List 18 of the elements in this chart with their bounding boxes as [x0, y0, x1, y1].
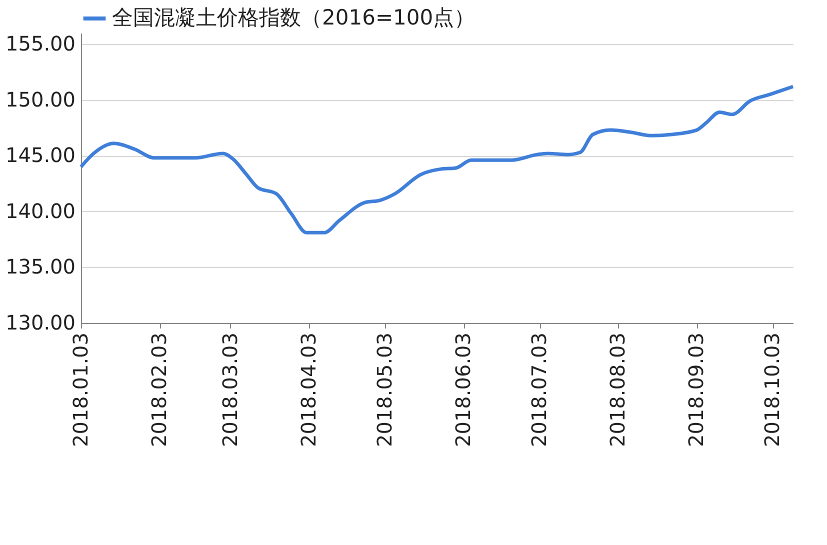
- x-tick-label: 2018.10.03: [760, 332, 784, 448]
- x-tick-label: 2018.07.03: [527, 332, 552, 448]
- y-tick-label: 130.00: [6, 310, 76, 334]
- x-tick-label: 2018.08.03: [606, 332, 630, 448]
- legend-label: 全国混凝土价格指数（2016=100点）: [112, 6, 476, 30]
- x-tick-label: 2018.02.03: [147, 332, 172, 448]
- x-tick-label: 2018.04.03: [296, 332, 321, 448]
- x-tick-label: 2018.05.03: [372, 332, 397, 448]
- y-tick-label: 135.00: [6, 254, 76, 279]
- line-series: [79, 84, 795, 234]
- y-tick-label: 140.00: [6, 198, 76, 223]
- x-tick-label: 2018.09.03: [684, 332, 708, 448]
- x-tick-label: 2018.03.03: [218, 332, 242, 448]
- x-tick-label: 2018.06.03: [451, 332, 476, 448]
- x-tick-label: 2018.01.03: [68, 332, 92, 448]
- y-tick-label: 150.00: [6, 87, 76, 112]
- y-tick-label: 145.00: [6, 143, 76, 168]
- y-tick-label: 155.00: [6, 32, 76, 56]
